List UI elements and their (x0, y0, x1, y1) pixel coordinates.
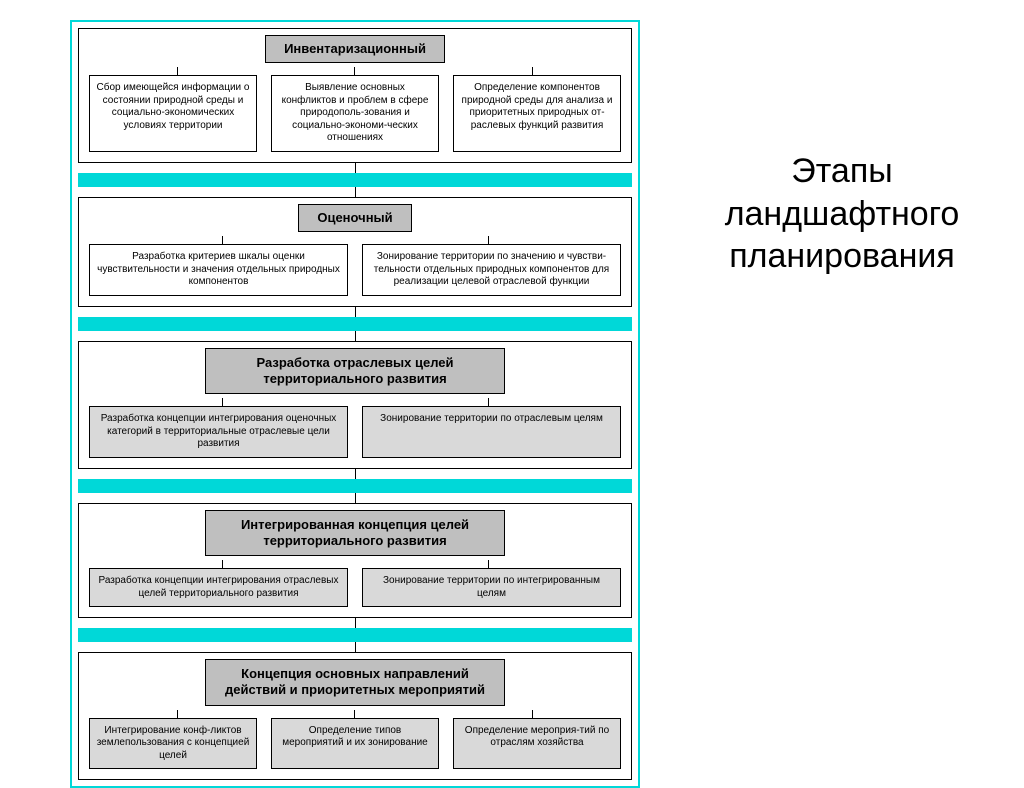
connector-line (532, 67, 533, 75)
inter-connector (78, 469, 632, 479)
sub-row: Разработка критериев шкалы оценки чувств… (89, 244, 621, 296)
connector-line (355, 493, 356, 503)
connector-line (355, 307, 356, 317)
diagram-panel: Инвентаризационный Сбор имеющейся информа… (0, 0, 660, 767)
stage-header: Разработка отраслевых целей территориаль… (205, 348, 505, 395)
sub-row: Интегрирование конф-ликтов землепользова… (89, 718, 621, 770)
sub-row: Разработка концепции интегрирования оцен… (89, 406, 621, 458)
sub-box: Выявление основных конфликтов и проблем … (271, 75, 439, 152)
inter-connector (78, 618, 632, 628)
connector-line (488, 560, 489, 568)
connector-line (354, 710, 355, 718)
sub-box: Разработка концепции интегрирования отра… (89, 568, 348, 607)
stage-block: Разработка отраслевых целей территориаль… (78, 341, 632, 469)
connector-row (89, 236, 621, 244)
stage-header: Инвентаризационный (265, 35, 445, 63)
connector-line (355, 469, 356, 479)
inter-connector (78, 163, 632, 173)
connector-line (355, 163, 356, 173)
sub-box: Разработка критериев шкалы оценки чувств… (89, 244, 348, 296)
sub-box: Сбор имеющейся информации о состоянии пр… (89, 75, 257, 152)
inter-connector (78, 642, 632, 652)
sub-row: Сбор имеющейся информации о состоянии пр… (89, 75, 621, 152)
sub-box: Определение мероприя-тий по отраслям хоз… (453, 718, 621, 770)
separator-bar (78, 628, 632, 642)
connector-line (488, 236, 489, 244)
separator-bar (78, 173, 632, 187)
separator-bar (78, 317, 632, 331)
sub-box: Определение компонентов природной среды … (453, 75, 621, 152)
sub-box: Определение типов мероприятий и их зонир… (271, 718, 439, 770)
connector-line (355, 331, 356, 341)
stage-block: Интегрированная концепция целей территор… (78, 503, 632, 619)
sub-box: Зонирование территории по интегрированны… (362, 568, 621, 607)
connector-line (222, 398, 223, 406)
stage-block: Инвентаризационный Сбор имеющейся информа… (78, 28, 632, 163)
connector-line (177, 710, 178, 718)
connector-line (355, 187, 356, 197)
connector-line (355, 618, 356, 628)
connector-line (532, 710, 533, 718)
sub-row: Разработка концепции интегрирования отра… (89, 568, 621, 607)
connector-line (177, 67, 178, 75)
inter-connector (78, 331, 632, 341)
connector-row (89, 398, 621, 406)
stage-header: Интегрированная концепция целей территор… (205, 510, 505, 557)
connector-line (222, 236, 223, 244)
sub-box: Зонирование территории по значению и чув… (362, 244, 621, 296)
title-panel: Этапы ландшафтного планирования (660, 0, 1024, 767)
sub-box: Интегрирование конф-ликтов землепользова… (89, 718, 257, 770)
inter-connector (78, 307, 632, 317)
inter-connector (78, 493, 632, 503)
stage-block: Оценочный Разработка критериев шкалы оцен… (78, 197, 632, 307)
connector-row (89, 67, 621, 75)
separator-bar (78, 479, 632, 493)
connector-line (354, 67, 355, 75)
connector-row (89, 560, 621, 568)
connector-line (355, 642, 356, 652)
connector-line (488, 398, 489, 406)
sub-box: Зонирование территории по отраслевым цел… (362, 406, 621, 458)
page-title: Этапы ландшафтного планирования (670, 150, 1014, 278)
inter-connector (78, 187, 632, 197)
stage-header: Концепция основных направлений действий … (205, 659, 505, 706)
stage-block: Концепция основных направлений действий … (78, 652, 632, 780)
stage-header: Оценочный (298, 204, 411, 232)
diagram-container: Инвентаризационный Сбор имеющейся информа… (70, 20, 640, 788)
connector-line (222, 560, 223, 568)
sub-box: Разработка концепции интегрирования оцен… (89, 406, 348, 458)
connector-row (89, 710, 621, 718)
